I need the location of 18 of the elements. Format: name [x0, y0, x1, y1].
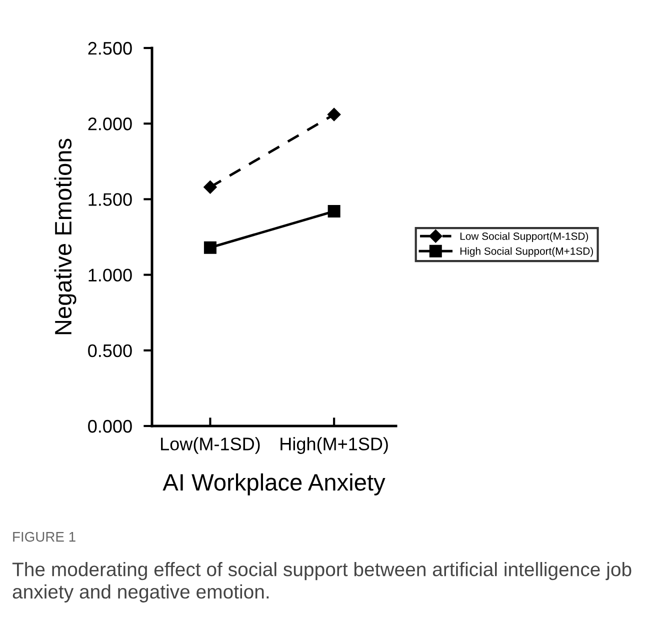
text: The moderating effect of social support between artificial intelligence job anxiety and negative emotion. — [12, 562, 632, 602]
point — [204, 180, 217, 194]
legend-label: High Social Support(M+1SD) — [460, 247, 593, 257]
y-tick-label: 0.000 — [88, 420, 132, 433]
y-axis-title: Negative Emotions — [54, 138, 76, 334]
y-tick-label: 1.000 — [88, 268, 132, 282]
point — [327, 108, 341, 122]
legend-label: Low Social Support(M-1SD) — [460, 232, 588, 242]
y-tick-label: 0.500 — [88, 344, 132, 358]
y-tick-label: 2.000 — [88, 118, 132, 130]
x-tick-label: High(M+1SD) — [280, 437, 388, 454]
y-tick-label: 1.500 — [88, 193, 132, 206]
x-tick-label: Low(M-1SD) — [161, 437, 260, 454]
point — [328, 205, 340, 218]
y-tick-label: 2.500 — [88, 42, 132, 55]
point — [204, 241, 216, 254]
x-axis-title: AI Workplace Anxiety — [162, 473, 386, 496]
caption: FIGURE 1 — [13, 532, 76, 542]
